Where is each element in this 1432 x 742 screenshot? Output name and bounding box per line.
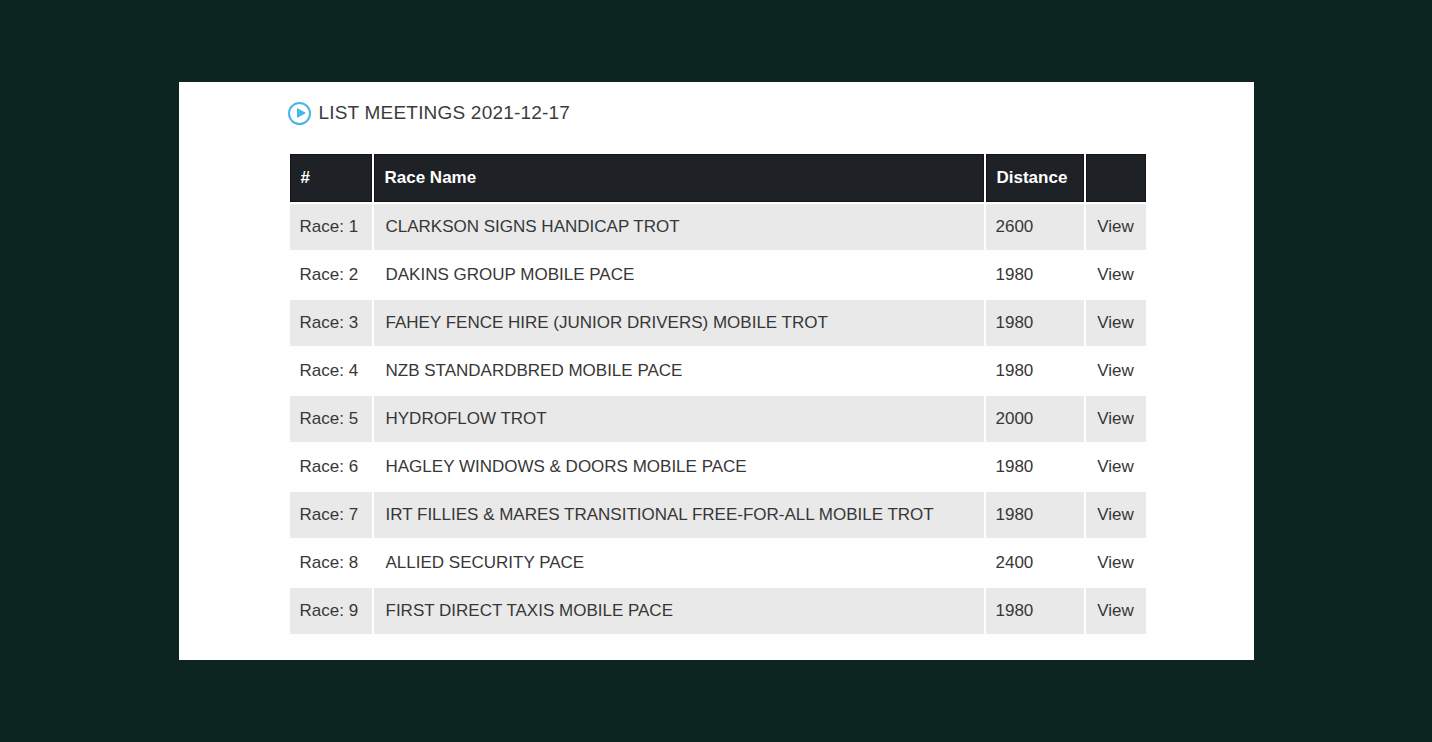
race-name-cell: HAGLEY WINDOWS & DOORS MOBILE PACE (374, 444, 984, 490)
table-row: Race: 5 HYDROFLOW TROT 2000 View (290, 396, 1146, 442)
column-header-distance: Distance (986, 154, 1084, 202)
column-header-number: # (290, 154, 372, 202)
table-row: Race: 2 DAKINS GROUP MOBILE PACE 1980 Vi… (290, 252, 1146, 298)
page-header: LIST MEETINGS 2021-12-17 (288, 101, 1146, 125)
view-link[interactable]: View (1097, 553, 1134, 572)
race-name-cell: FAHEY FENCE HIRE (JUNIOR DRIVERS) MOBILE… (374, 300, 984, 346)
table-row: Race: 7 IRT FILLIES & MARES TRANSITIONAL… (290, 492, 1146, 538)
race-number-cell: Race: 9 (290, 588, 372, 634)
race-distance-cell: 2600 (986, 204, 1084, 250)
race-distance-cell: 1980 (986, 300, 1084, 346)
view-link[interactable]: View (1097, 601, 1134, 620)
column-header-race-name: Race Name (374, 154, 984, 202)
view-link[interactable]: View (1097, 505, 1134, 524)
table-row: Race: 9 FIRST DIRECT TAXIS MOBILE PACE 1… (290, 588, 1146, 634)
race-view-cell: View (1086, 252, 1146, 298)
race-view-cell: View (1086, 348, 1146, 394)
race-name-cell: FIRST DIRECT TAXIS MOBILE PACE (374, 588, 984, 634)
page-title: LIST MEETINGS 2021-12-17 (319, 102, 571, 124)
race-view-cell: View (1086, 204, 1146, 250)
page-background: LIST MEETINGS 2021-12-17 # Race Name Dis… (0, 0, 1432, 742)
view-link[interactable]: View (1097, 265, 1134, 284)
race-name-cell: HYDROFLOW TROT (374, 396, 984, 442)
race-name-cell: DAKINS GROUP MOBILE PACE (374, 252, 984, 298)
race-view-cell: View (1086, 444, 1146, 490)
race-distance-cell: 1980 (986, 444, 1084, 490)
race-name-cell: CLARKSON SIGNS HANDICAP TROT (374, 204, 984, 250)
table-header: # Race Name Distance (290, 154, 1146, 202)
view-link[interactable]: View (1097, 313, 1134, 332)
race-distance-cell: 1980 (986, 492, 1084, 538)
race-number-cell: Race: 4 (290, 348, 372, 394)
race-distance-cell: 1980 (986, 252, 1084, 298)
race-number-cell: Race: 1 (290, 204, 372, 250)
race-number-cell: Race: 7 (290, 492, 372, 538)
table-row: Race: 3 FAHEY FENCE HIRE (JUNIOR DRIVERS… (290, 300, 1146, 346)
race-distance-cell: 2000 (986, 396, 1084, 442)
race-view-cell: View (1086, 492, 1146, 538)
race-distance-cell: 2400 (986, 540, 1084, 586)
content-panel: LIST MEETINGS 2021-12-17 # Race Name Dis… (179, 82, 1254, 660)
table-row: Race: 6 HAGLEY WINDOWS & DOORS MOBILE PA… (290, 444, 1146, 490)
race-distance-cell: 1980 (986, 588, 1084, 634)
race-name-cell: IRT FILLIES & MARES TRANSITIONAL FREE-FO… (374, 492, 984, 538)
race-table-body: Race: 1 CLARKSON SIGNS HANDICAP TROT 260… (290, 204, 1146, 634)
race-view-cell: View (1086, 588, 1146, 634)
table-row: Race: 1 CLARKSON SIGNS HANDICAP TROT 260… (290, 204, 1146, 250)
race-number-cell: Race: 5 (290, 396, 372, 442)
view-link[interactable]: View (1097, 457, 1134, 476)
race-name-cell: NZB STANDARDBRED MOBILE PACE (374, 348, 984, 394)
race-distance-cell: 1980 (986, 348, 1084, 394)
race-view-cell: View (1086, 300, 1146, 346)
race-name-cell: ALLIED SECURITY PACE (374, 540, 984, 586)
content-container: LIST MEETINGS 2021-12-17 # Race Name Dis… (288, 101, 1146, 636)
column-header-action (1086, 154, 1146, 202)
race-number-cell: Race: 2 (290, 252, 372, 298)
race-number-cell: Race: 8 (290, 540, 372, 586)
table-row: Race: 4 NZB STANDARDBRED MOBILE PACE 198… (290, 348, 1146, 394)
race-view-cell: View (1086, 540, 1146, 586)
view-link[interactable]: View (1097, 409, 1134, 428)
play-circle-icon (288, 102, 311, 125)
race-number-cell: Race: 6 (290, 444, 372, 490)
table-row: Race: 8 ALLIED SECURITY PACE 2400 View (290, 540, 1146, 586)
race-number-cell: Race: 3 (290, 300, 372, 346)
table-header-row: # Race Name Distance (290, 154, 1146, 202)
race-meetings-table: # Race Name Distance Race: 1 CLARKSON SI… (288, 152, 1148, 636)
view-link[interactable]: View (1097, 217, 1134, 236)
view-link[interactable]: View (1097, 361, 1134, 380)
race-view-cell: View (1086, 396, 1146, 442)
